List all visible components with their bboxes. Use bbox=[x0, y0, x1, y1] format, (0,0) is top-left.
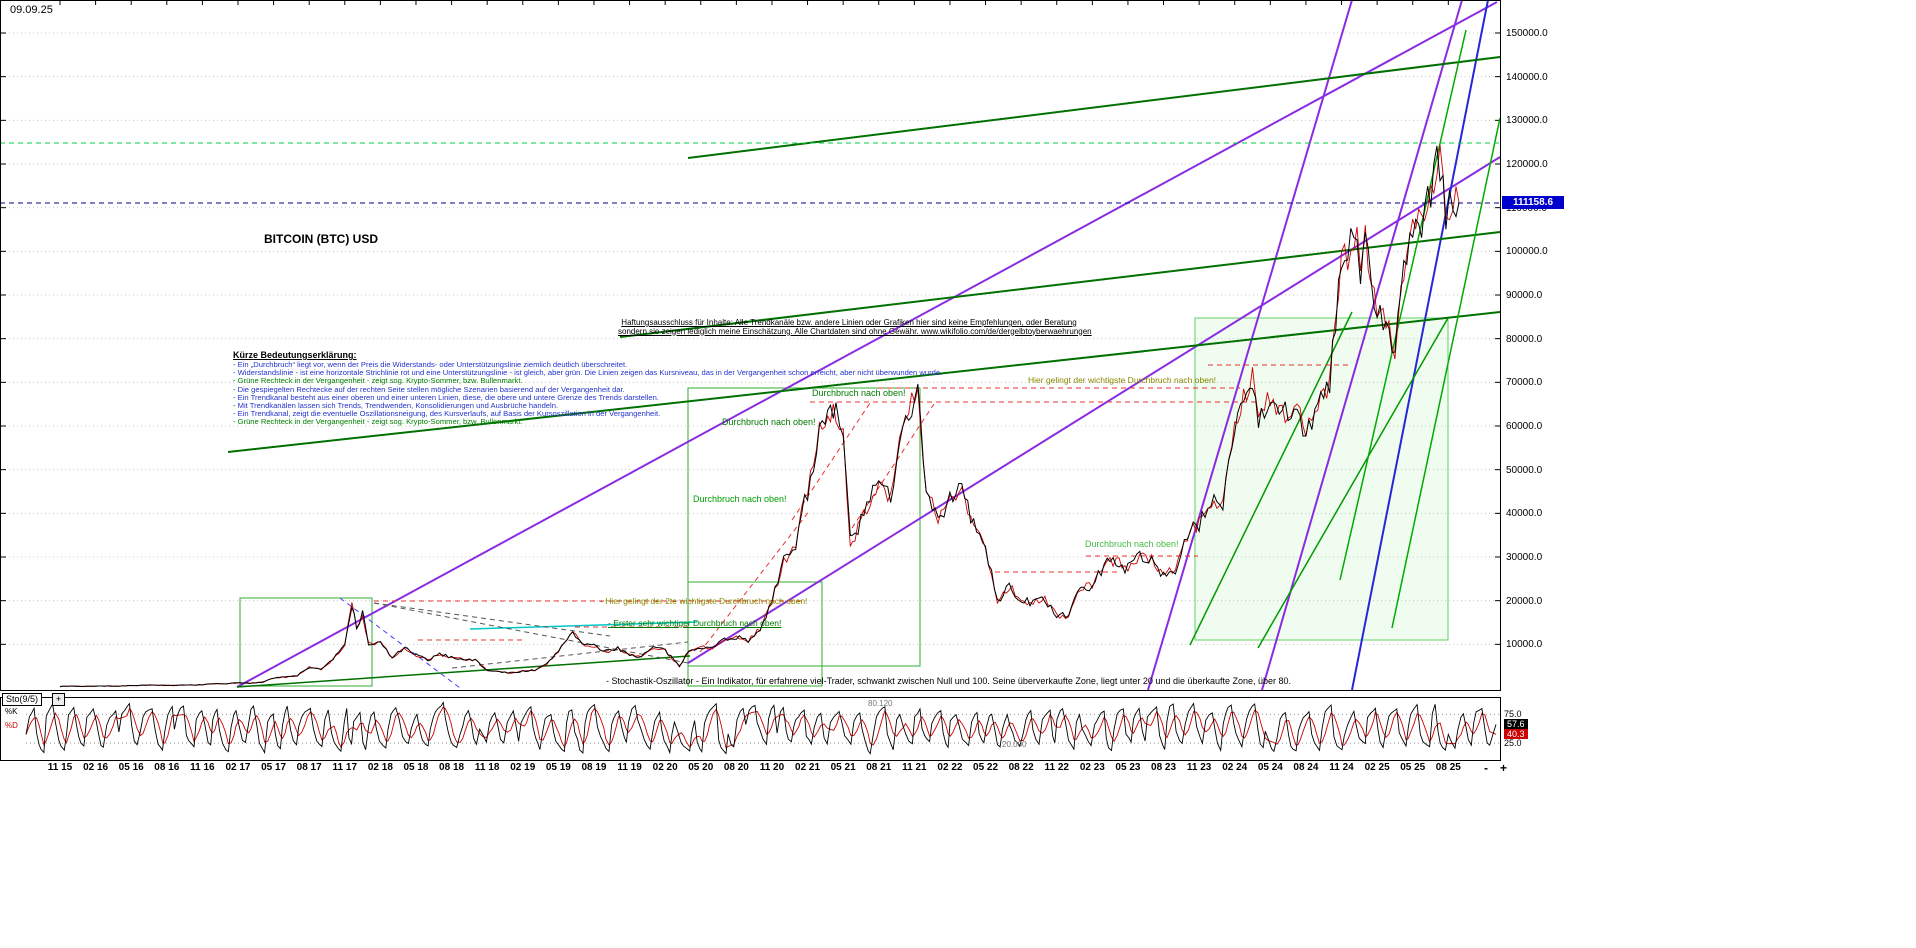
x-axis-label: 05 19 bbox=[545, 762, 571, 773]
stoch-scale-label-k: 57.6 bbox=[1504, 718, 1528, 729]
y-axis-label: 130000.0 bbox=[1506, 115, 1548, 127]
x-axis-label: 05 21 bbox=[830, 762, 856, 773]
y-axis-label: 30000.0 bbox=[1506, 552, 1543, 563]
y-axis-label: 100000.0 bbox=[1506, 246, 1548, 258]
x-axis-label: 02 17 bbox=[225, 762, 251, 773]
chart-title: BITCOIN (BTC) USD bbox=[264, 232, 378, 246]
x-axis-label: 05 23 bbox=[1115, 762, 1141, 773]
x-axis-label: 05 17 bbox=[261, 762, 287, 773]
x-axis-label: 02 19 bbox=[510, 762, 536, 773]
y-axis-label: 140000.0 bbox=[1506, 71, 1548, 83]
disclaimer-text: Haftungsausschluss für Inhalte: Alle Tre… bbox=[618, 318, 1092, 336]
x-axis-label: 08 23 bbox=[1151, 762, 1177, 773]
x-axis-label: 08 24 bbox=[1293, 762, 1319, 773]
x-axis-label: 02 23 bbox=[1079, 762, 1105, 773]
x-axis-label: 02 18 bbox=[367, 762, 393, 773]
stoch-zone-label: 20.000 bbox=[1002, 740, 1027, 749]
stoch-scale-label-tick: 75.0 bbox=[1504, 708, 1522, 719]
legend-item: - Ein Trendkanal besteht aus einer obere… bbox=[233, 392, 659, 402]
x-axis-label: 11 21 bbox=[902, 762, 927, 773]
y-axis-label: 120000.0 bbox=[1506, 159, 1548, 170]
x-axis-label: 05 20 bbox=[688, 762, 714, 773]
chart-annotation: - Erster sehr wichtiger Durchbruch nach … bbox=[608, 618, 782, 628]
x-axis-label: 11 22 bbox=[1044, 762, 1069, 773]
y-axis-label: 20000.0 bbox=[1506, 595, 1543, 607]
zoom-in-button[interactable]: + bbox=[1500, 761, 1508, 775]
chart-annotation: Hier gelingt der wichtigste Durchbruch n… bbox=[1028, 375, 1217, 385]
chart-annotation: Durchbruch nach oben! bbox=[722, 417, 816, 427]
x-axis-label: 11 17 bbox=[332, 762, 358, 773]
zoom-out-button[interactable]: - bbox=[1484, 761, 1488, 775]
legend-item: - Grüne Rechteck in der Vergangenheit - … bbox=[233, 417, 523, 427]
x-axis-label: 05 24 bbox=[1257, 762, 1283, 773]
legend-title: Kürze Bedeutungserklärung: bbox=[233, 350, 357, 360]
x-axis-label: 11 24 bbox=[1329, 762, 1354, 773]
x-axis-label: 05 22 bbox=[973, 762, 999, 773]
x-axis-label: 02 24 bbox=[1222, 762, 1248, 773]
disclaimer-line-2: sondern sie zeigen lediglich meine Einsc… bbox=[618, 326, 1092, 336]
legend-item: - Ein „Durchbruch“ liegt vor, wenn der P… bbox=[233, 360, 628, 369]
disclaimer-line-1: Haftungsausschluss für Inhalte: Alle Tre… bbox=[621, 318, 1077, 327]
x-axis-label: 08 17 bbox=[296, 762, 322, 773]
legend-item: - Mit Trendkanälen lassen sich Trends, T… bbox=[233, 401, 559, 411]
stoch-scale-label-d: 40.3 bbox=[1504, 728, 1528, 739]
x-axis-label: 11 19 bbox=[617, 762, 642, 773]
x-axis-label: 05 18 bbox=[403, 762, 429, 773]
y-axis-label: 70000.0 bbox=[1506, 377, 1543, 389]
chart-annotation: Durchbruch nach oben! bbox=[812, 388, 906, 398]
stoch-d-label: %D bbox=[5, 721, 18, 730]
legend-item: - Ein Trendkanal, zeigt die eventuelle O… bbox=[233, 409, 661, 419]
y-axis-label: 40000.0 bbox=[1506, 508, 1543, 520]
legend-item: - Widerstandslinie - ist eine horizontal… bbox=[233, 368, 943, 378]
x-axis-label: 08 25 bbox=[1435, 762, 1461, 773]
x-axis-label: 02 16 bbox=[83, 762, 109, 773]
y-axis-label: 10000.0 bbox=[1506, 639, 1543, 651]
chart-annotation: Durchbruch nach oben! bbox=[1085, 539, 1179, 549]
x-axis-label: 11 20 bbox=[759, 762, 785, 773]
x-axis-label: 05 16 bbox=[118, 762, 144, 773]
y-axis-label: 60000.0 bbox=[1506, 421, 1543, 432]
x-axis-label: 11 18 bbox=[474, 762, 500, 773]
x-axis-label: 08 18 bbox=[439, 762, 465, 773]
x-axis-label: 08 21 bbox=[866, 762, 892, 773]
legend-item: - Grüne Rechteck in der Vergangenheit - … bbox=[233, 376, 523, 386]
x-axis-label: 02 25 bbox=[1364, 762, 1390, 773]
stoch-indicator-button[interactable]: Sto(9/5) bbox=[2, 693, 43, 706]
y-axis-label: 150000.0 bbox=[1506, 28, 1548, 39]
stoch-scale-label-tick: 25.0 bbox=[1504, 737, 1522, 748]
x-axis-label: 02 21 bbox=[795, 762, 821, 773]
y-axis-label: 50000.0 bbox=[1506, 464, 1543, 476]
x-axis-label: 08 22 bbox=[1008, 762, 1034, 773]
legend-item: - Die gespiegelten Rechtecke auf der rec… bbox=[233, 384, 625, 394]
legend-items: - Ein „Durchbruch“ liegt vor, wenn der P… bbox=[233, 360, 943, 427]
x-axis-label: 08 16 bbox=[154, 762, 180, 773]
current-price-tag: 111158.6 bbox=[1502, 196, 1564, 209]
x-axis-label: 11 16 bbox=[190, 762, 215, 773]
stochastic-note: - Stochastik-Oszillator - Ein Indikator,… bbox=[606, 676, 1292, 686]
stoch-k-label: %K bbox=[5, 707, 18, 716]
x-axis-label: 11 15 bbox=[47, 762, 73, 773]
stoch-add-icon[interactable]: + bbox=[52, 693, 65, 706]
stoch-zone-label: 80.120 bbox=[868, 699, 893, 708]
x-axis-label: 08 20 bbox=[723, 762, 749, 773]
x-axis-label: 02 20 bbox=[652, 762, 678, 773]
legend-block: Kürze Bedeutungserklärung: - Ein „Durchb… bbox=[233, 350, 943, 427]
y-axis-label: 90000.0 bbox=[1506, 290, 1543, 301]
date-label: 09.09.25 bbox=[10, 4, 53, 16]
chart-annotation: - Hier gelingt der 2te wichtigste Durchb… bbox=[600, 596, 808, 606]
x-axis-label: 08 19 bbox=[581, 762, 607, 773]
chart-annotation: Durchbruch nach oben! bbox=[693, 494, 787, 504]
y-axis-label: 80000.0 bbox=[1506, 333, 1543, 345]
x-axis-label: 05 25 bbox=[1400, 762, 1426, 773]
x-axis-label: 02 22 bbox=[937, 762, 963, 773]
x-axis-label: 11 23 bbox=[1186, 762, 1212, 773]
